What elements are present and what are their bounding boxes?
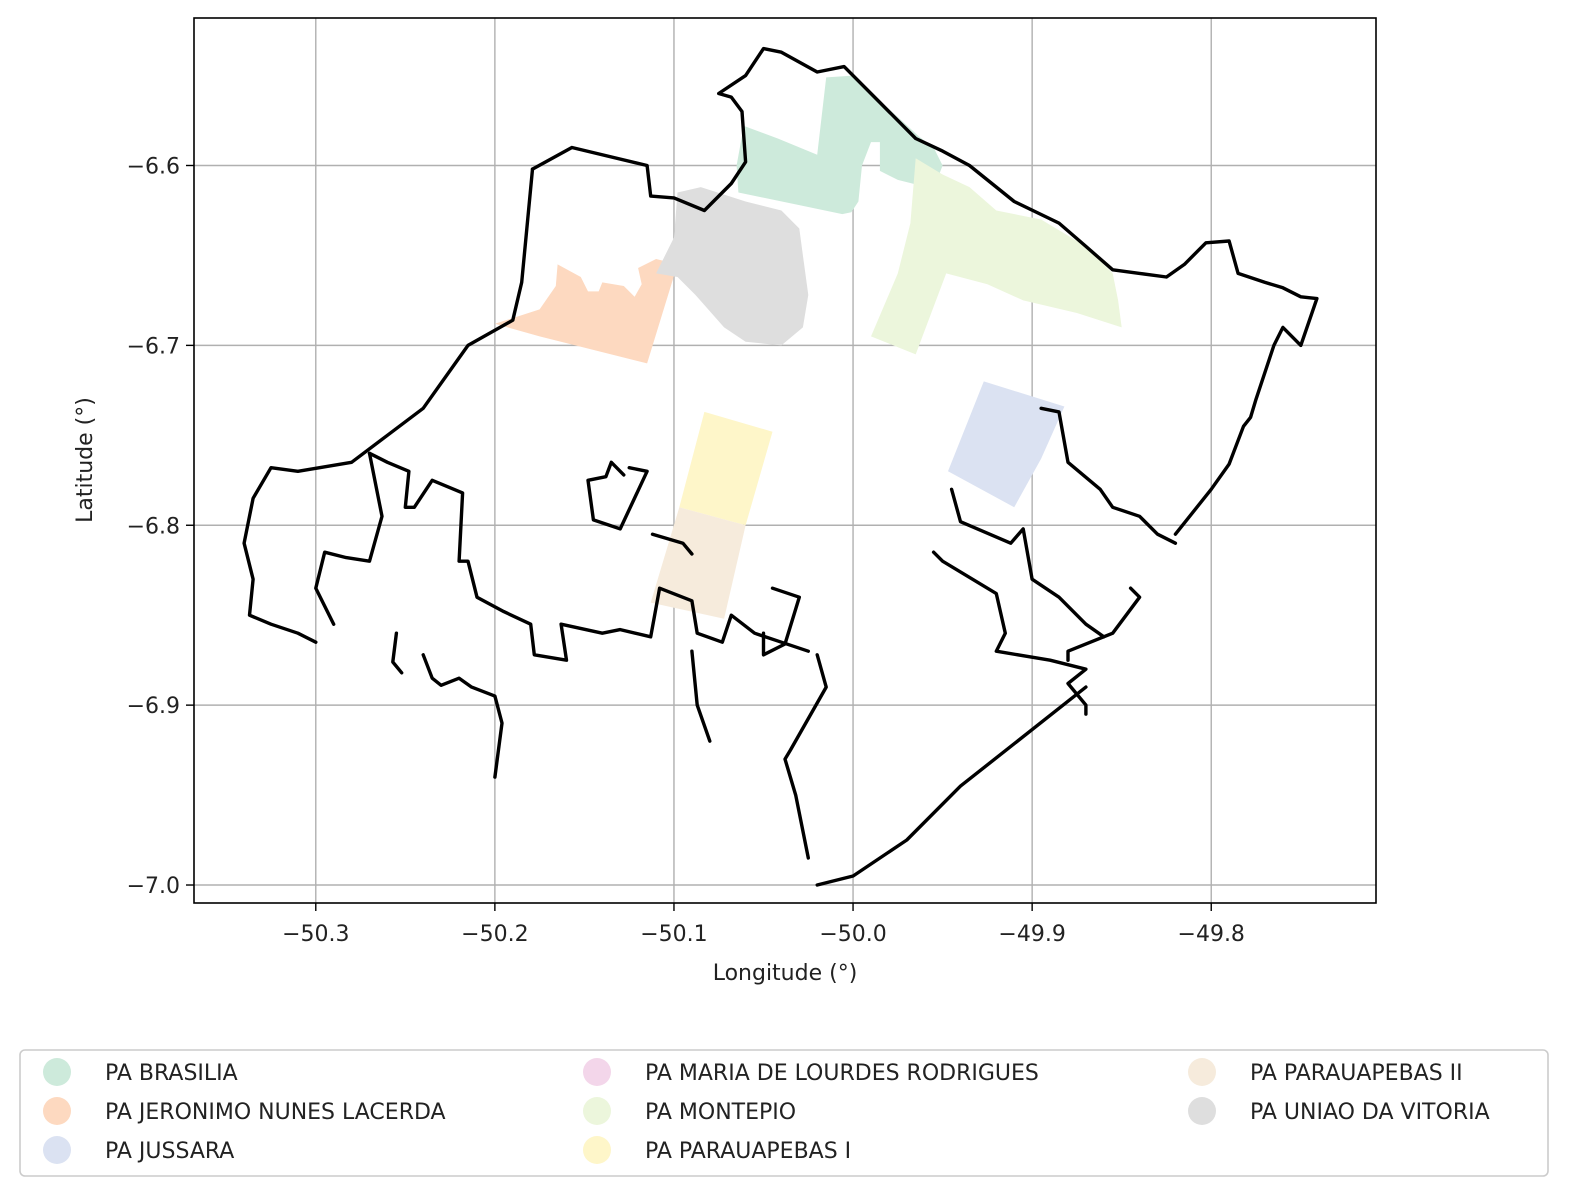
legend-marker-pa-uniao-da-vitoria — [1188, 1097, 1216, 1125]
legend-label-pa-jussara: PA JUSSARA — [105, 1139, 234, 1164]
region-pa-parauapebas-ii — [650, 507, 746, 619]
boundary-segment-6 — [586, 460, 649, 531]
boundary-segment-0 — [530, 46, 1319, 536]
plot-frame — [193, 17, 1377, 904]
x-axis-ticks: −50.3 −50.2 −50.1 −50.0 −49.9 −49.8 — [282, 903, 1245, 947]
legend-marker-pa-jeronimo-nunes-lacerda — [43, 1097, 71, 1125]
region-pa-jeronimo-nunes-lacerda — [494, 259, 678, 364]
region-pa-parauapebas-i — [679, 411, 773, 526]
municipality-boundary — [242, 46, 1319, 887]
boundary-segment-2 — [367, 451, 810, 662]
legend-marker-pa-parauapebas-ii — [1188, 1058, 1216, 1086]
region-pa-montepio — [871, 158, 1122, 355]
legend-marker-pa-jussara — [43, 1136, 71, 1164]
y-axis-label: Latitude (°) — [73, 397, 98, 523]
boundary-segment-3 — [314, 451, 384, 626]
legend-label-pa-uniao-da-vitoria: PA UNIAO DA VITORIA — [1250, 1100, 1490, 1125]
boundary-segment-10 — [783, 653, 828, 860]
legend-label-pa-parauapebas-i: PA PARAUAPEBAS I — [645, 1139, 851, 1164]
boundary-segment-4 — [391, 631, 404, 675]
region-pa-uniao-da-vitoria — [656, 187, 809, 346]
legend-items: PA BRASILIA PA JERONIMO NUNES LACERDA PA J… — [43, 1058, 1490, 1164]
x-tick-label: −49.8 — [1178, 922, 1245, 947]
boundary-segment-9 — [690, 649, 712, 743]
legend-label-pa-maria-de-lourdes-rodrigues: PA MARIA DE LOURDES RODRIGUES — [645, 1061, 1039, 1086]
y-axis-ticks: −6.6 −6.7 −6.8 −6.9 −7.0 — [127, 155, 194, 899]
boundary-segment-14 — [1066, 586, 1142, 662]
y-tick-label: −6.8 — [127, 514, 180, 539]
boundary-segment-15 — [815, 685, 1088, 887]
boundary-segment-12 — [949, 487, 1106, 639]
legend: PA BRASILIA PA JERONIMO NUNES LACERDA PA J… — [19, 1049, 1549, 1177]
legend-marker-pa-parauapebas-i — [583, 1136, 611, 1164]
legend-label-pa-montepio: PA MONTEPIO — [645, 1100, 796, 1125]
grid-lines — [194, 18, 1376, 903]
y-tick-label: −6.7 — [127, 334, 180, 359]
x-axis-label: Longitude (°) — [713, 961, 858, 986]
y-tick-label: −7.0 — [127, 874, 180, 899]
boundary-segment-8 — [761, 586, 801, 657]
legend-label-pa-jeronimo-nunes-lacerda: PA JERONIMO NUNES LACERDA — [105, 1100, 446, 1125]
legend-label-pa-brasilia: PA BRASILIA — [105, 1061, 238, 1086]
legend-label-pa-parauapebas-ii: PA PARAUAPEBAS II — [1250, 1061, 1463, 1086]
boundary-segment-7 — [650, 532, 694, 556]
x-tick-label: −50.3 — [282, 922, 349, 947]
x-tick-label: −50.0 — [819, 922, 886, 947]
y-tick-label: −6.6 — [127, 155, 180, 180]
region-pa-brasilia — [736, 75, 943, 215]
region-polygons — [494, 75, 1122, 619]
legend-marker-pa-maria-de-lourdes-rodrigues — [583, 1058, 611, 1086]
boundary-segment-11 — [1039, 406, 1178, 545]
x-tick-label: −50.1 — [640, 922, 707, 947]
legend-frame — [19, 1049, 1549, 1177]
y-tick-label: −6.9 — [127, 694, 180, 719]
region-pa-jussara — [948, 381, 1065, 508]
legend-marker-pa-montepio — [583, 1097, 611, 1125]
x-tick-label: −50.2 — [461, 922, 528, 947]
x-tick-label: −49.9 — [998, 922, 1065, 947]
boundary-segment-5 — [421, 653, 504, 779]
boundary-segment-1 — [242, 167, 535, 644]
legend-marker-pa-brasilia — [43, 1058, 71, 1086]
